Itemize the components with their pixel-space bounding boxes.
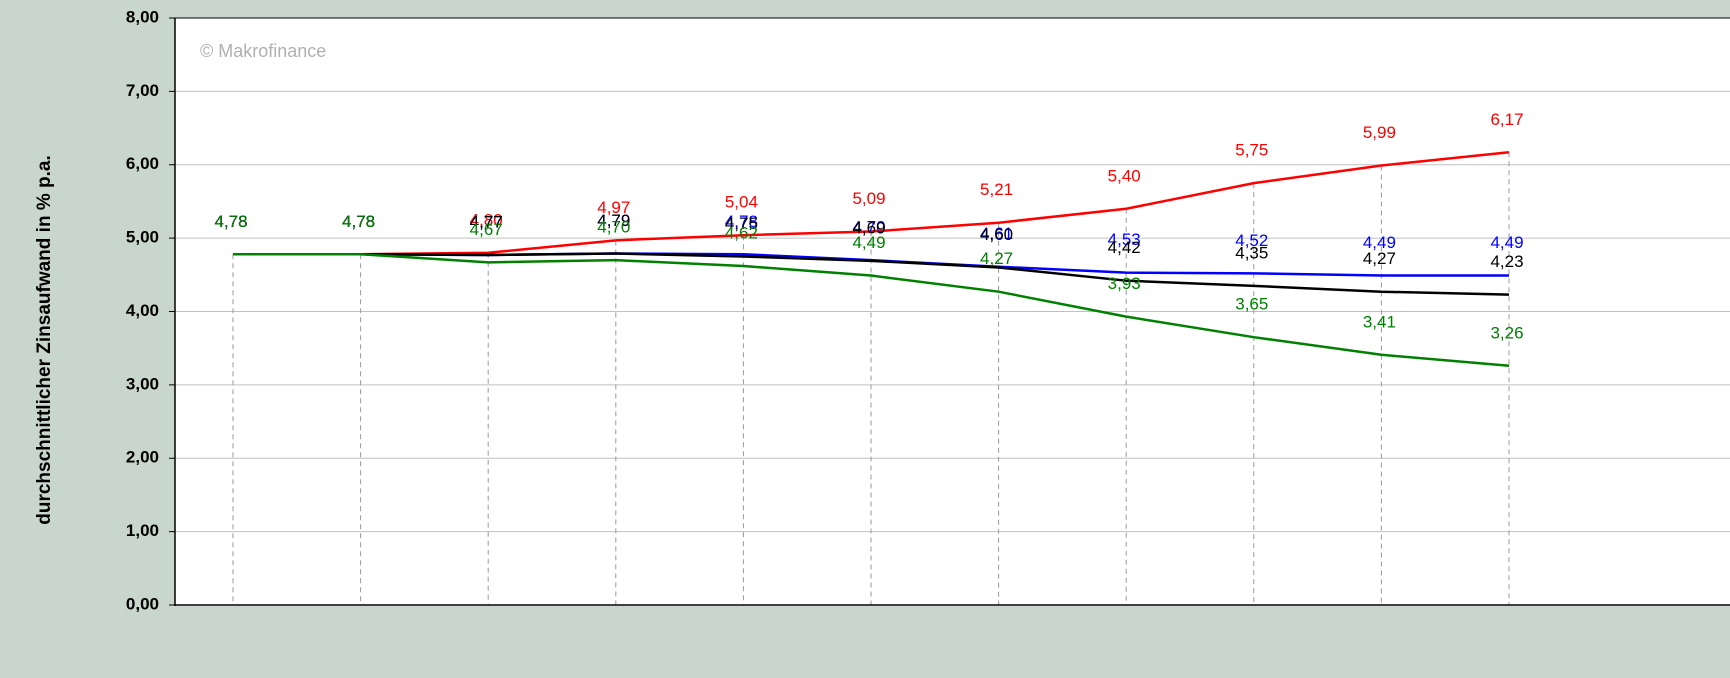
data-label: 4,70 bbox=[852, 218, 885, 237]
data-label: 4,78 bbox=[214, 212, 247, 231]
data-label: 4,97 bbox=[597, 198, 630, 217]
data-label: 5,99 bbox=[1363, 123, 1396, 142]
watermark: © Makrofinance bbox=[200, 41, 326, 61]
series-line bbox=[233, 252, 1510, 296]
series-line bbox=[233, 151, 1510, 256]
series-line bbox=[233, 253, 1510, 368]
data-label: 4,35 bbox=[1235, 243, 1268, 262]
data-label: 4,62 bbox=[725, 223, 758, 242]
y-tick-label: 8,00 bbox=[126, 7, 159, 26]
data-label: 4,78 bbox=[214, 212, 247, 231]
data-label: 4,53 bbox=[1108, 230, 1141, 249]
data-label: 4,27 bbox=[1363, 249, 1396, 268]
data-label: 4,69 bbox=[852, 218, 885, 237]
data-label: 4,77 bbox=[470, 212, 503, 231]
data-label: 3,26 bbox=[1490, 323, 1523, 342]
data-label: 4,70 bbox=[597, 218, 630, 237]
data-label: 5,40 bbox=[1108, 166, 1141, 185]
data-label: 4,60 bbox=[980, 225, 1013, 244]
y-tick-label: 2,00 bbox=[126, 448, 159, 467]
data-label: 4,75 bbox=[725, 214, 758, 233]
data-label: 4,49 bbox=[1363, 233, 1396, 252]
data-label: 5,09 bbox=[852, 189, 885, 208]
data-label: 4,78 bbox=[342, 212, 375, 231]
data-label: 4,78 bbox=[214, 212, 247, 231]
y-tick-label: 3,00 bbox=[126, 374, 159, 393]
data-label: 5,75 bbox=[1235, 141, 1268, 160]
data-label: 3,41 bbox=[1363, 312, 1396, 331]
data-label: 4,23 bbox=[1490, 252, 1523, 271]
data-label: 4,80 bbox=[470, 210, 503, 229]
y-tick-label: 7,00 bbox=[126, 81, 159, 100]
data-label: 4,78 bbox=[342, 212, 375, 231]
y-tick-label: 5,00 bbox=[126, 228, 159, 247]
y-tick-label: 6,00 bbox=[126, 154, 159, 173]
data-label: 4,49 bbox=[1490, 233, 1523, 252]
data-label: 5,21 bbox=[980, 180, 1013, 199]
data-label: 6,17 bbox=[1490, 110, 1523, 129]
data-label: 4,78 bbox=[214, 212, 247, 231]
y-tick-label: 1,00 bbox=[126, 521, 159, 540]
data-label: 4,78 bbox=[342, 212, 375, 231]
data-label: 4,67 bbox=[470, 220, 503, 239]
data-label: 4,61 bbox=[980, 224, 1013, 243]
data-label: 4,78 bbox=[725, 212, 758, 231]
data-label: 4,79 bbox=[597, 211, 630, 230]
y-axis-label: durchschnittlicher Zinsaufwand in % p.a. bbox=[34, 155, 55, 525]
data-label: 4,79 bbox=[597, 211, 630, 230]
data-label: 4,49 bbox=[852, 233, 885, 252]
data-label: 4,27 bbox=[980, 249, 1013, 268]
data-label: 5,04 bbox=[725, 193, 758, 212]
y-tick-label: 0,00 bbox=[126, 594, 159, 613]
data-label: 4,52 bbox=[1235, 231, 1268, 250]
data-label: 4,77 bbox=[470, 212, 503, 231]
data-label: 3,93 bbox=[1108, 274, 1141, 293]
data-label: 4,42 bbox=[1108, 238, 1141, 257]
y-tick-label: 4,00 bbox=[126, 301, 159, 320]
data-label: 3,65 bbox=[1235, 295, 1268, 314]
data-label: 4,78 bbox=[342, 212, 375, 231]
